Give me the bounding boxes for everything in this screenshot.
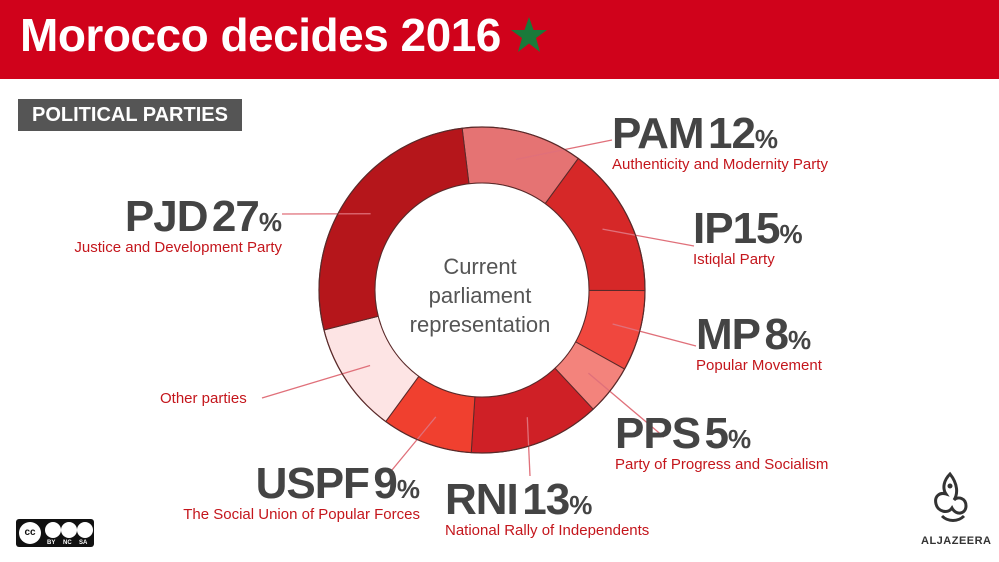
abbr-pam: PAM	[612, 109, 705, 158]
label-pam: PAM 12% Authenticity and Modernity Party	[612, 109, 828, 174]
abbr-pps: PPS	[615, 409, 701, 458]
name-uspf: The Social Union of Popular Forces	[183, 506, 420, 523]
value-rni: 13	[522, 475, 570, 524]
value-mp: 8	[764, 310, 789, 359]
name-pam: Authenticity and Modernity Party	[612, 156, 828, 173]
donut-hole	[374, 182, 590, 398]
abbr-uspf: USPF	[255, 459, 370, 508]
center-line-3: representation	[409, 312, 551, 337]
leader-line-pps	[587, 372, 665, 438]
chart-center-label: Current parliament representation	[395, 252, 565, 339]
section-tag: POLITICAL PARTIES	[18, 99, 242, 131]
star-icon	[510, 17, 547, 52]
sa-icon	[77, 522, 93, 538]
name-rni: National Rally of Independents	[445, 522, 650, 539]
name-pps: Party of Progress and Socialism	[615, 456, 829, 473]
abbr-mp: MP	[696, 310, 761, 359]
page-title: Morocco decides 2016	[20, 8, 549, 62]
cc-license-badge: cc BY NC SA	[16, 519, 94, 547]
leader-line-uspf	[391, 416, 437, 471]
name-mp: Popular Movement	[696, 357, 822, 374]
name-pjd: Justice and Development Party	[74, 239, 282, 256]
header-bar: Morocco decides 2016	[0, 0, 999, 79]
brand-name: ALJAZEERA	[921, 535, 992, 547]
leader-line-mp	[612, 323, 697, 347]
label-uspf: USPF 9% The Social Union of Popular Forc…	[150, 462, 420, 524]
center-line-2: parliament	[428, 283, 532, 308]
value-ip: 15	[732, 204, 781, 253]
value-uspf: 9	[373, 459, 398, 508]
name-ip: Istiqlal Party	[693, 251, 775, 268]
leader-line-ip	[602, 228, 695, 247]
value-pjd: 27	[211, 192, 260, 241]
aljazeera-logo-icon	[934, 471, 968, 522]
nc-icon	[61, 522, 77, 538]
abbr-rni: RNI	[445, 475, 519, 524]
label-ip: IP15% Istiqlal Party	[693, 204, 803, 269]
label-other: Other parties	[160, 390, 247, 408]
label-rni: RNI 13% National Rally of Independents	[445, 475, 650, 540]
value-pam: 12	[707, 109, 756, 158]
donut-outer-ring	[318, 126, 646, 454]
name-other: Other parties	[160, 390, 247, 407]
by-icon	[45, 522, 61, 538]
abbr-pjd: PJD	[124, 192, 209, 241]
center-line-1: Current	[443, 254, 517, 279]
value-pps: 5	[704, 409, 730, 458]
abbr-ip: IP	[693, 204, 734, 253]
cc-icon: cc	[19, 522, 41, 544]
label-mp: MP 8% Popular Movement	[696, 310, 822, 375]
leader-line-other	[261, 364, 371, 399]
label-pps: PPS 5% Party of Progress and Socialism	[615, 409, 829, 474]
label-pjd: PJD 27% Justice and Development Party	[40, 195, 282, 257]
